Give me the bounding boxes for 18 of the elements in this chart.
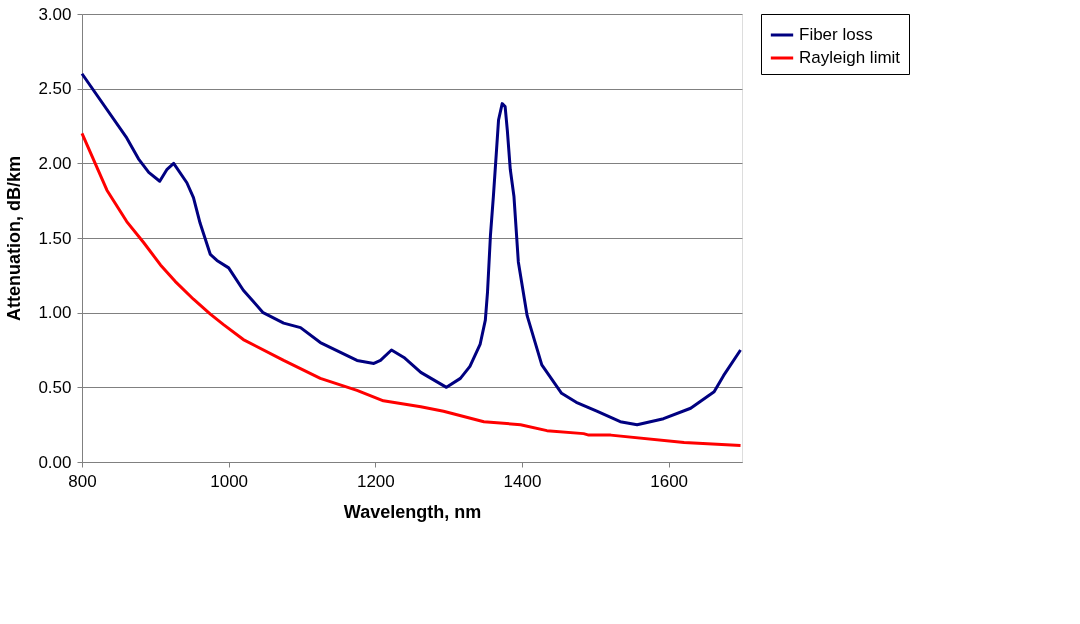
y-tick-label: 1.50 xyxy=(38,228,72,248)
x-tick-label: 1400 xyxy=(503,471,542,491)
x-tick-label: 1200 xyxy=(356,471,395,491)
line-series xyxy=(80,72,743,427)
legend-label: Fiber loss xyxy=(799,25,873,44)
x-tick-label: 800 xyxy=(68,471,97,491)
line-series xyxy=(80,131,743,448)
x-axis-title: Wavelength, nm xyxy=(343,501,482,522)
y-tick-label: 2.50 xyxy=(38,79,72,99)
y-tick-label: 0.00 xyxy=(38,452,72,472)
x-tick-label: 1600 xyxy=(650,471,689,491)
y-tick-label: 3.00 xyxy=(38,4,72,24)
y-tick-label: 2.00 xyxy=(38,153,72,173)
y-tick-label: 0.50 xyxy=(38,377,72,397)
y-axis-title: Attenuation, dB/km xyxy=(4,156,25,321)
x-tick-label: 1000 xyxy=(210,471,249,491)
legend-label: Rayleigh limit xyxy=(799,48,901,67)
y-tick-label: 1.00 xyxy=(38,303,72,323)
